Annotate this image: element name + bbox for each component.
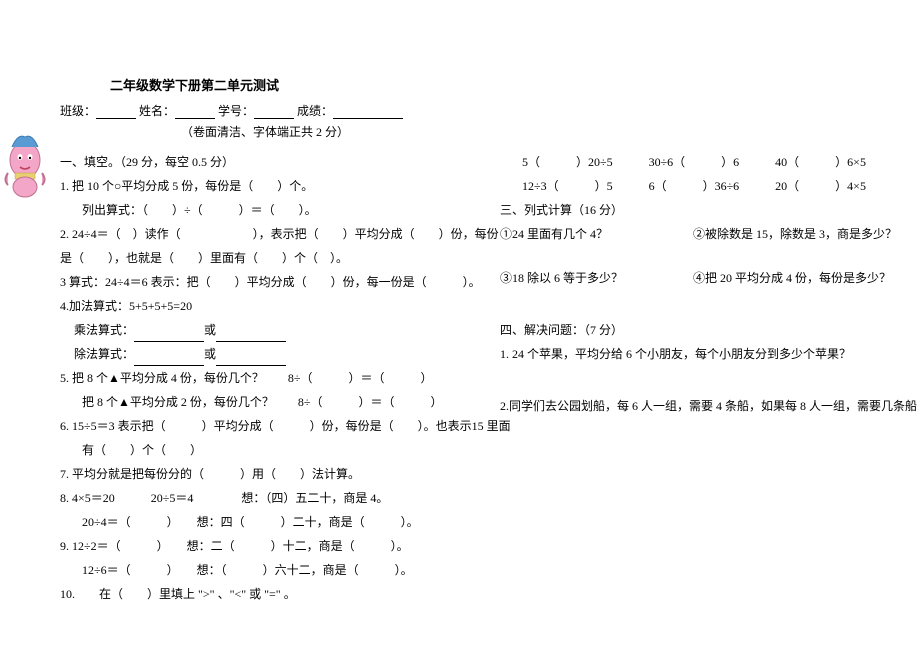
q7: 7. 平均分就是把每份分的（ ）用（ ）法计算。 <box>60 462 490 486</box>
q8b: 20÷4＝（ ） 想：四（ ）二十，商是（ ）。 <box>60 510 490 534</box>
student-info-line: 班级： 姓名： 学号： 成绩： <box>60 102 490 119</box>
left-column: 二年级数学下册第二单元测试 班级： 姓名： 学号： 成绩： （卷面清洁、字体端正… <box>60 75 490 606</box>
q9b: 12÷6＝（ ） 想：（ ）六十二，商是（ ）。 <box>60 558 490 582</box>
s3-row1: ①24 里面有几个 4？ ②被除数是 15，除数是 3，商是多少？ <box>500 222 895 246</box>
q6-cont: 有（ ）个（ ） <box>60 438 490 462</box>
id-blank <box>254 105 294 119</box>
section1-heading: 一、填空。（29 分，每空 0.5 分） <box>60 150 490 174</box>
compare-row1: 5（ ）20÷5 30÷6（ ）6 40（ ）6×5 <box>500 150 895 174</box>
subtitle: （卷面清洁、字体端正共 2 分） <box>40 123 490 140</box>
section4-heading: 四、解决问题：（7 分） <box>500 318 895 342</box>
name-label: 姓名： <box>139 104 175 118</box>
s3-q2: ②被除数是 15，除数是 3，商是多少？ <box>693 227 897 241</box>
s3-q1: ①24 里面有几个 4？ <box>500 222 690 246</box>
q3: 3 算式：24÷4＝6 表示：把（ ）平均分成（ ）份，每一份是（ ）。 <box>60 270 490 294</box>
q10: 10. 在（ ）里填上 ">" 、"<" 或 "=" 。 <box>60 582 490 606</box>
right-column: 5（ ）20÷5 30÷6（ ）6 40（ ）6×5 12÷3（ ）5 6（ ）… <box>500 75 895 606</box>
q4-div-blank2 <box>216 352 286 366</box>
id-label: 学号： <box>218 104 254 118</box>
q5a: 5. 把 8 个▲平均分成 4 份，每份几个？ 8÷（ ）＝（ ） <box>60 366 490 390</box>
q1-formula: 列出算式：（ ）÷（ ）＝（ ）。 <box>60 198 490 222</box>
class-label: 班级： <box>60 104 96 118</box>
s3-row2: ③18 除以 6 等于多少？ ④把 20 平均分成 4 份，每份是多少？ <box>500 266 895 290</box>
name-blank <box>175 105 215 119</box>
q6: 6. 15÷5＝3 表示把（ ）平均分成（ ）份，每份是（ ）。也表示15 里面 <box>60 414 490 438</box>
q4-mul-blank1 <box>134 328 204 342</box>
q4-mul-blank2 <box>216 328 286 342</box>
q1: 1. 把 10 个○平均分成 5 份，每份是（ ）个。 <box>60 174 490 198</box>
score-blank <box>333 105 403 119</box>
score-label: 成绩： <box>297 104 333 118</box>
q4: 4.加法算式：5+5+5+5=20 <box>60 294 490 318</box>
q5b: 把 8 个▲平均分成 2 份，每份几个？ 8÷（ ）＝（ ） <box>60 390 490 414</box>
q4-div-label: 除法算式： <box>74 347 134 361</box>
section3-heading: 三、列式计算（16 分） <box>500 198 895 222</box>
class-blank <box>96 105 136 119</box>
q4-div-blank1 <box>134 352 204 366</box>
q4-mul: 乘法算式： 或 <box>60 318 490 342</box>
q4-mul-label: 乘法算式： <box>74 323 134 337</box>
page-title: 二年级数学下册第二单元测试 <box>110 75 490 94</box>
compare-row2: 12÷3（ ）5 6（ ）36÷6 20（ ）4×5 <box>500 174 895 198</box>
q2-cont: 是（ ），也就是（ ）里面有（ ）个（ ）。 <box>60 246 490 270</box>
q4-or2: 或 <box>204 347 216 361</box>
q4-div: 除法算式： 或 <box>60 342 490 366</box>
s3-q3: ③18 除以 6 等于多少？ <box>500 266 690 290</box>
s4-q2: 2.同学们去公园划船，每 6 人一组，需要 4 条船，如果每 8 人一组，需要几… <box>500 394 895 418</box>
s3-q4: ④把 20 平均分成 4 份，每份是多少？ <box>693 271 891 285</box>
q2: 2. 24÷4＝（ ）读作（ ），表示把（ ）平均分成（ ）份，每份 <box>60 222 490 246</box>
q8: 8. 4×5＝20 20÷5＝4 想：（四）五二十，商是 4。 <box>60 486 490 510</box>
q9: 9. 12÷2＝（ ） 想：二（ ）十二，商是（ ）。 <box>60 534 490 558</box>
s4-q1: 1. 24 个苹果，平均分给 6 个小朋友，每个小朋友分到多少个苹果？ <box>500 342 895 366</box>
q4-or1: 或 <box>204 323 216 337</box>
